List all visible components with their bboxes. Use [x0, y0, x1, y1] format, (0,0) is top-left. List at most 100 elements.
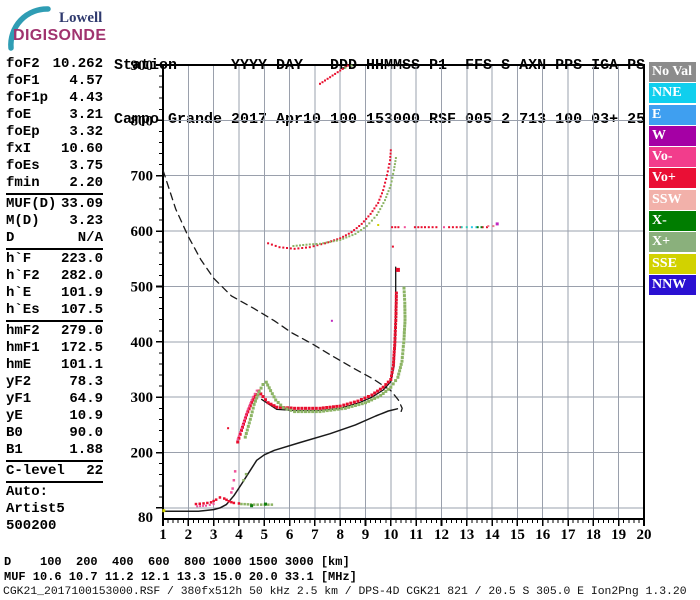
lowell-digisonde-logo: Lowell DIGISONDE — [2, 2, 120, 52]
parameter-row: B0 90.0 — [6, 425, 103, 442]
file-info-footer: CGK21_2017100153000.RSF / 380fx512h 50 k… — [3, 586, 687, 598]
parameter-row: B1 1.88 — [6, 442, 103, 459]
parameter-row: yE 10.9 — [6, 408, 103, 425]
parameter-row: Artist5 — [6, 501, 103, 518]
trace-es-trace-green — [240, 502, 274, 506]
trace-transmission-curve — [162, 169, 403, 416]
parameter-row: foF1p 4.43 — [6, 90, 103, 107]
trace-stray-red-dots — [227, 245, 394, 430]
legend-item-x-: X- — [649, 211, 696, 232]
parameter-value: 10.262 — [52, 56, 103, 72]
parameter-row: hmE 101.1 — [6, 357, 103, 374]
logo-text-digisonde: DIGISONDE — [13, 27, 107, 44]
parameter-label: foF1p — [6, 90, 49, 106]
trace-f-trace-x — [243, 286, 407, 439]
parameter-row: hmF1 172.5 — [6, 340, 103, 357]
parameter-row: D N/A — [6, 230, 103, 247]
parameter-label: foF2 — [6, 56, 40, 72]
y-tick-label: 80 — [138, 510, 153, 526]
parameter-label: h`F2 — [6, 268, 40, 284]
parameter-row: foE 3.21 — [6, 107, 103, 124]
x-tick-label: 9 — [362, 527, 370, 543]
parameter-label: yF1 — [6, 391, 32, 407]
parameter-value: 1.88 — [69, 442, 103, 458]
trace-es-trace-pink — [196, 503, 215, 508]
legend-item-noval: No Val — [649, 62, 696, 82]
parameter-label: foEs — [6, 158, 40, 174]
parameter-value: 282.0 — [60, 268, 103, 284]
parameter-value: 4.43 — [69, 90, 103, 106]
trace-stray-magenta-dot — [330, 319, 333, 322]
trace-second-order-o — [267, 149, 392, 250]
parameter-label: fmin — [6, 175, 40, 191]
legend-item-nne: NNE — [649, 83, 696, 104]
y-tick-label: 600 — [131, 224, 154, 240]
y-tick-label: 500 — [131, 279, 154, 295]
parameter-label: Auto: — [6, 484, 49, 500]
parameter-value: 10.60 — [60, 141, 103, 157]
parameter-row: foEs 3.75 — [6, 158, 103, 175]
trace-spread-f-horizontal-pink-dots — [403, 226, 445, 229]
parameter-value: 3.21 — [69, 107, 103, 123]
parameter-label: foEp — [6, 124, 40, 140]
parameter-value: 10.9 — [69, 408, 103, 424]
trace-es-trace-red — [194, 496, 241, 506]
legend-item-w: W — [649, 125, 696, 146]
parameter-row: foF1 4.57 — [6, 73, 103, 90]
panel-divider — [6, 460, 103, 462]
y-tick-label: 900 — [131, 58, 154, 74]
parameter-value: 101.1 — [60, 357, 103, 373]
y-tick-label: 200 — [131, 446, 154, 462]
parameter-label: D — [6, 230, 15, 246]
distance-row: D 100 200 400 600 800 1000 1500 3000 [km… — [4, 555, 350, 569]
trace-spread-f-horizontal-teal — [460, 226, 468, 229]
parameter-row: Auto: — [6, 484, 103, 501]
trace-axis-yellow-tick — [162, 509, 166, 513]
x-tick-label: 2 — [185, 527, 193, 543]
x-tick-label: 7 — [311, 527, 319, 543]
parameter-row: foF2 10.262 — [6, 56, 103, 73]
parameter-value: 107.5 — [60, 302, 103, 318]
parameter-value: 172.5 — [60, 340, 103, 356]
trace-spread-f-horizontal-red — [391, 226, 488, 229]
parameter-row: hmF2 279.0 — [6, 323, 103, 340]
parameter-value: 90.0 — [69, 425, 103, 441]
panel-divider — [6, 320, 103, 322]
parameter-value: 22 — [86, 463, 103, 479]
parameter-row: 500200 — [6, 518, 103, 535]
parameter-row: h`F2 282.0 — [6, 268, 103, 285]
x-tick-label: 17 — [561, 527, 577, 543]
parameter-value: 64.9 — [69, 391, 103, 407]
parameter-value: 4.57 — [69, 73, 103, 89]
parameter-label: foF1 — [6, 73, 40, 89]
x-tick-label: 10 — [383, 527, 398, 543]
panel-divider — [6, 481, 103, 483]
trace-spread-f-horizontal-cyan — [470, 226, 478, 229]
parameter-row: yF1 64.9 — [6, 391, 103, 408]
parameter-row: fxI 10.60 — [6, 141, 103, 158]
trace-artist-trace-fit — [261, 266, 397, 412]
trace-fof2-top-blob — [395, 267, 400, 272]
trace-f-trace-o — [236, 291, 398, 444]
trace-true-height-profile — [162, 408, 399, 512]
trace-spread-f-magenta-dot — [495, 222, 499, 226]
x-tick-label: 15 — [510, 527, 525, 543]
parameter-label: M(D) — [6, 213, 40, 229]
parameter-label: fxI — [6, 141, 32, 157]
parameter-label: Artist5 — [6, 501, 65, 517]
parameter-label: C-level — [6, 463, 65, 479]
x-tick-label: 14 — [485, 527, 501, 543]
direction-color-legend: No Val NNE E W Vo- Vo+ SSW X- X+ SSE NNW — [649, 62, 696, 296]
parameter-label: B1 — [6, 442, 23, 458]
parameter-label: MUF(D) — [6, 196, 57, 212]
x-tick-label: 20 — [637, 527, 652, 543]
parameter-value: 279.0 — [60, 323, 103, 339]
axis-tick-labels: 1 2 3 4 5 6 7 8 9 10 11 12 13 14 15 16 17 18 19 20900800700… — [131, 58, 652, 543]
logo-swoosh-icon — [8, 6, 51, 51]
parameter-label: hmF2 — [6, 323, 40, 339]
x-tick-label: 3 — [210, 527, 218, 543]
y-tick-label: 300 — [131, 390, 154, 406]
trace-spread-echo-high-x — [344, 64, 353, 69]
y-tick-label: 800 — [131, 113, 154, 129]
